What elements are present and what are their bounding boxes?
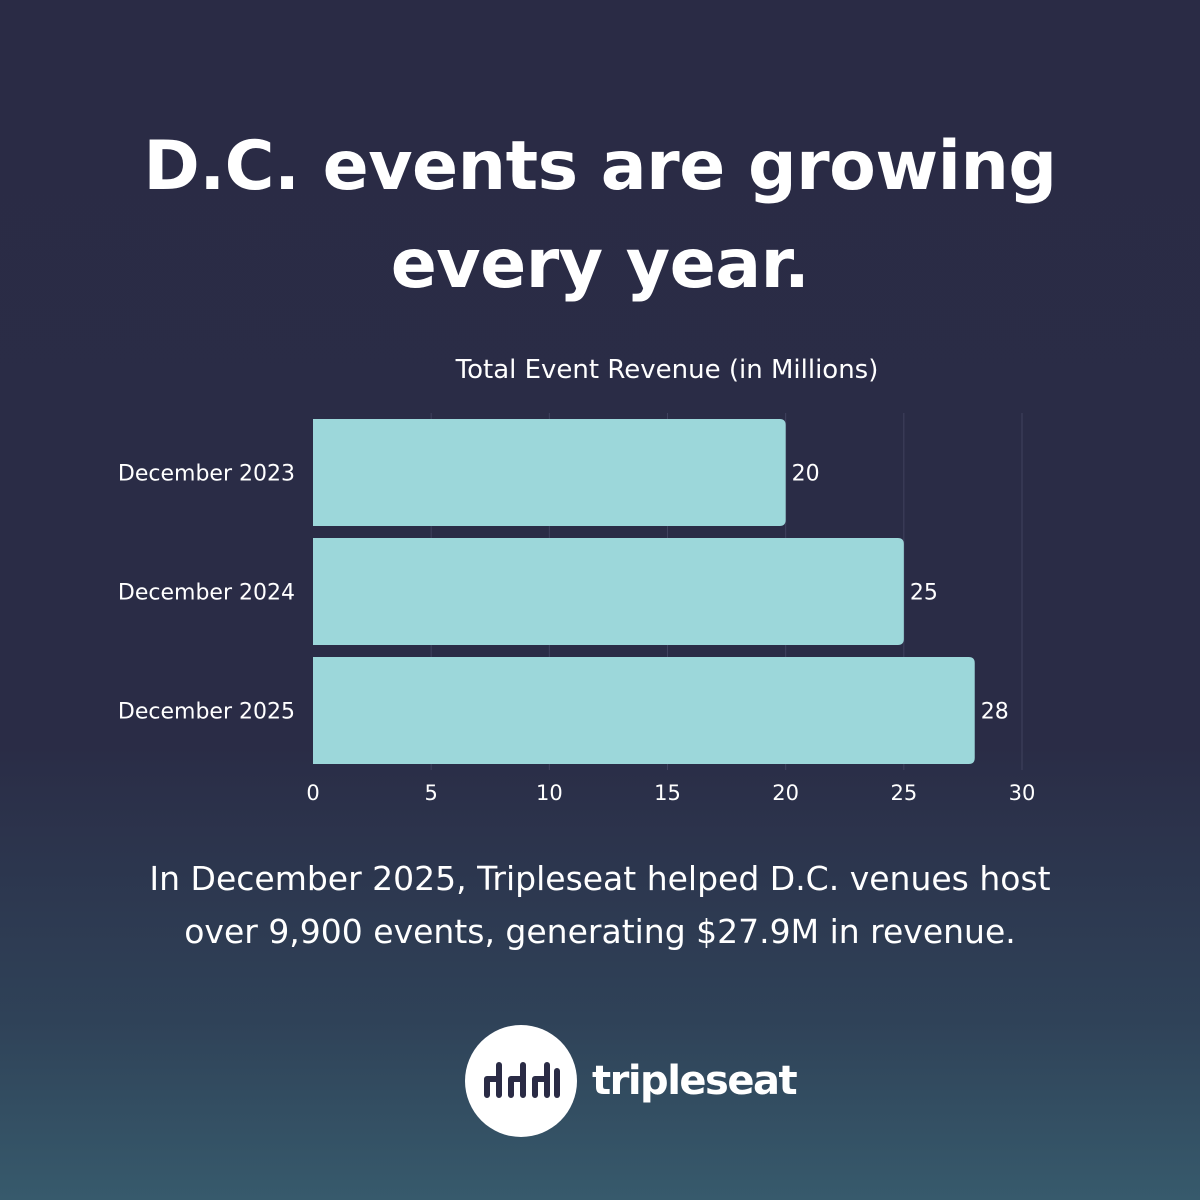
bar <box>313 656 975 765</box>
category-label: December 2024 <box>118 581 295 606</box>
headline-line-2: every year. <box>390 225 810 304</box>
x-tick-label: 20 <box>772 781 799 805</box>
chart-title: Total Event Revenue (in Millions) <box>455 355 879 385</box>
x-tick-label: 0 <box>306 781 319 805</box>
x-tick-label: 10 <box>536 781 563 805</box>
brand-name: tripleseat <box>592 1058 798 1104</box>
tripleseat-chairs-logo-icon <box>484 1062 560 1098</box>
x-tick-label: 15 <box>654 781 681 805</box>
headline-line-1: D.C. events are growing <box>143 127 1057 206</box>
chart-x-axis-ticks: 0 5 10 15 20 25 30 <box>306 781 1035 805</box>
chart-bars <box>313 418 975 765</box>
caption: In December 2025, Tripleseat helped D.C.… <box>0 852 1200 958</box>
headline: D.C. events are growing every year. <box>0 118 1200 314</box>
caption-line-2: over 9,900 events, generating $27.9M in … <box>184 912 1016 951</box>
data-label: 25 <box>910 581 938 606</box>
bar <box>313 418 786 527</box>
data-label: 28 <box>981 700 1009 725</box>
category-label: December 2025 <box>118 700 295 725</box>
chart-category-labels: December 2023 December 2024 December 2025 <box>118 462 295 725</box>
x-tick-label: 25 <box>890 781 917 805</box>
chart-data-labels: 20 25 28 <box>792 462 1009 725</box>
bar <box>313 537 904 646</box>
category-label: December 2023 <box>118 462 295 487</box>
data-label: 20 <box>792 462 820 487</box>
x-tick-label: 30 <box>1009 781 1036 805</box>
revenue-bar-chart: Total Event Revenue (in Millions) Decemb… <box>118 355 1035 805</box>
x-tick-label: 5 <box>424 781 437 805</box>
tripleseat-logo-badge <box>465 1025 577 1137</box>
caption-line-1: In December 2025, Tripleseat helped D.C.… <box>149 859 1051 898</box>
